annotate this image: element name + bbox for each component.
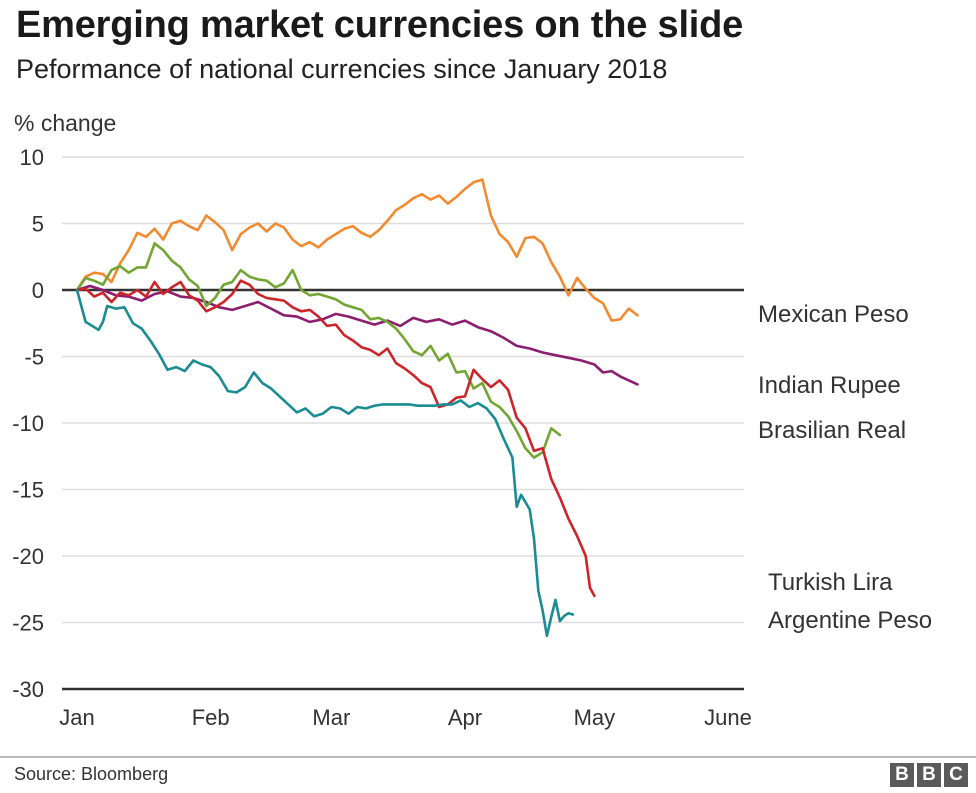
bbc-logo-block: B [890,763,914,787]
series-line-turkish-lira [75,279,596,598]
y-tick-label: -25 [12,611,44,636]
y-tick-label: -10 [12,411,44,436]
bbc-logo-block: B [917,763,941,787]
y-tick-label: -20 [12,544,44,569]
source-note: Source: Bloomberg [14,764,169,784]
series-label: Argentine Peso [768,607,932,634]
series-line-brasilian-real [75,242,562,459]
y-tick-label: 5 [32,212,44,237]
y-tick-label: 10 [20,145,44,170]
y-axis-label: % change [14,110,116,136]
page-title: Emerging market currencies on the slide [16,4,744,46]
y-tick-label: 0 [32,278,44,303]
x-tick-label: Jan [59,705,94,730]
series-label: Indian Rupee [758,372,901,399]
series-lines [75,178,639,638]
page-subtitle: Peformance of national currencies since … [16,54,668,84]
bbc-logo: B B C [890,763,968,787]
gridlines [62,156,744,691]
line-chart: % change 10 5 0 -5 -10 -15 -20 -25 -30 Jan Feb Mar… [12,110,932,730]
y-tick-label: -15 [12,478,44,503]
series-label: Turkish Lira [768,569,893,596]
series-line-indian-rupee [75,284,639,386]
series-label: Brasilian Real [758,417,906,444]
x-tick-label: Mar [312,705,350,730]
x-tick-label: June [704,705,752,730]
x-tick-label: Feb [192,705,230,730]
series-line-argentine-peso [75,288,575,638]
y-axis-ticks: 10 5 0 -5 -10 -15 -20 -25 -30 [12,145,44,702]
series-line-mexican-peso [75,178,639,322]
y-tick-label: -5 [24,345,44,370]
y-tick-label: -30 [12,677,44,702]
x-tick-label: May [574,705,616,730]
series-label: Mexican Peso [758,301,909,328]
footer-divider [0,756,976,758]
x-axis-ticks: Jan Feb Mar Apr May June [59,705,752,730]
x-tick-label: Apr [448,705,482,730]
series-labels: Mexican Peso Indian Rupee Brasilian Real Tu… [758,301,932,634]
bbc-logo-block: C [944,763,968,787]
